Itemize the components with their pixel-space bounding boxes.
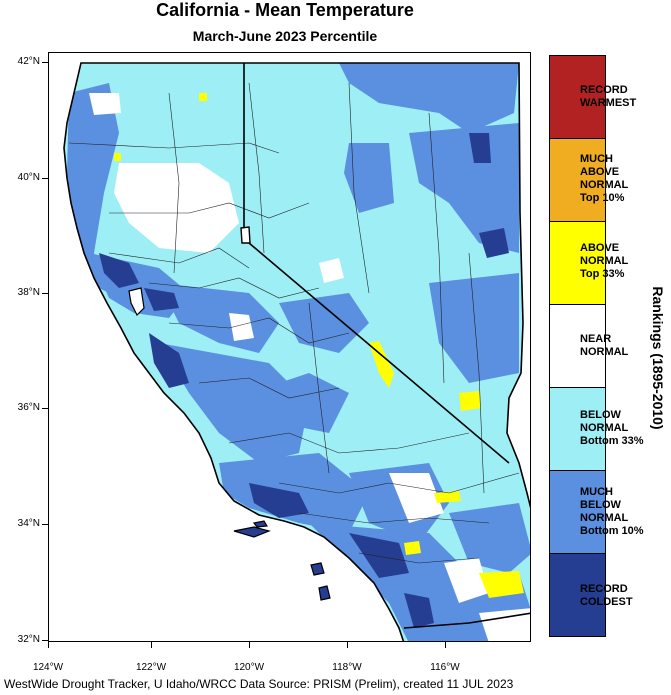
map-subtitle: March-June 2023 Percentile bbox=[192, 28, 378, 44]
legend-swatch-much-above-normal bbox=[550, 139, 605, 222]
lat-label-32: 32°N bbox=[17, 634, 40, 645]
map-title: California - Mean Temperature bbox=[156, 0, 414, 20]
lon-tick-120 bbox=[249, 642, 250, 648]
lon-label-124: 124°W bbox=[32, 662, 64, 673]
legend-label-below-normal: BELOW NORMAL Bottom 33% bbox=[580, 409, 644, 447]
lon-label-116: 116°W bbox=[430, 662, 460, 673]
record-coldest-patches bbox=[99, 133, 509, 628]
map-canvas bbox=[63, 62, 530, 641]
legend-colorbar bbox=[549, 55, 606, 637]
footer-credit: WestWide Drought Tracker, U Idaho/WRCC D… bbox=[4, 677, 514, 691]
lon-label-118: 118°W bbox=[332, 662, 362, 673]
lat-label-36: 36°N bbox=[17, 402, 40, 413]
channel-islands bbox=[233, 520, 331, 601]
legend-label-much-above-normal: MUCH ABOVE NORMAL Top 10% bbox=[580, 153, 629, 204]
lon-tick-124 bbox=[48, 642, 49, 648]
above-normal-patches bbox=[114, 93, 524, 598]
legend-label-much-below-normal: MUCH BELOW NORMAL Bottom 10% bbox=[580, 486, 644, 537]
much-below-patches bbox=[67, 63, 530, 641]
lon-tick-116 bbox=[445, 642, 446, 648]
lake-tahoe bbox=[240, 226, 251, 244]
lon-label-122: 122°W bbox=[135, 662, 167, 673]
legend-swatch-above-normal bbox=[550, 222, 605, 305]
legend-label-near-normal: NEAR NORMAL bbox=[580, 333, 629, 358]
legend-axis-title: Rankings (1895-2010) bbox=[650, 286, 666, 430]
region-boundaries bbox=[68, 82, 520, 564]
legend-label-above-normal: ABOVE NORMAL Top 33% bbox=[580, 242, 629, 280]
legend-swatch-much-below-normal bbox=[550, 471, 605, 554]
lat-label-34: 34°N bbox=[17, 518, 40, 529]
lat-tick-40 bbox=[42, 178, 48, 179]
legend-swatch-below-normal bbox=[550, 388, 605, 471]
near-normal-patches bbox=[89, 93, 530, 641]
lat-tick-32 bbox=[42, 640, 48, 641]
lat-tick-36 bbox=[42, 408, 48, 409]
lat-label-40: 40°N bbox=[17, 172, 40, 183]
lat-tick-42 bbox=[42, 62, 48, 63]
legend-label-record-warmest: RECORD WARMEST bbox=[580, 84, 637, 109]
lat-tick-34 bbox=[42, 524, 48, 525]
map-frame bbox=[48, 52, 531, 642]
lon-tick-122 bbox=[151, 642, 152, 648]
lon-label-120: 120°W bbox=[233, 662, 265, 673]
legend-swatch-record-warmest bbox=[550, 56, 605, 139]
lat-label-38: 38°N bbox=[17, 287, 40, 298]
legend-label-record-coldest: RECORD COLDEST bbox=[580, 583, 633, 608]
lon-tick-118 bbox=[347, 642, 348, 648]
sf-bay bbox=[128, 287, 145, 317]
legend-swatch-record-coldest bbox=[550, 554, 605, 636]
lat-tick-38 bbox=[42, 293, 48, 294]
mexico-border bbox=[403, 612, 530, 629]
lat-label-42: 42°N bbox=[17, 56, 40, 67]
legend-swatch-near-normal bbox=[550, 305, 605, 388]
